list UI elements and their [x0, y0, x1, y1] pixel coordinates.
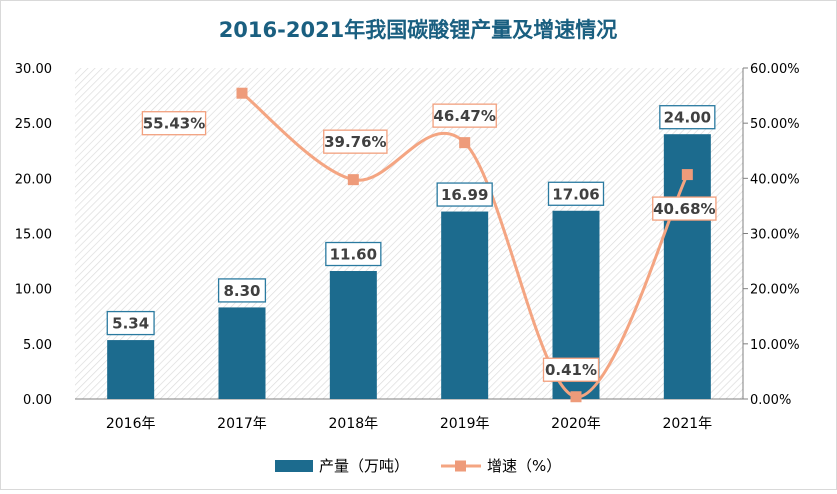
- y-left-tick-label: 25.00: [15, 117, 52, 132]
- x-tick-label: 2021年: [663, 416, 713, 432]
- growth-data-label: 39.76%: [324, 133, 386, 151]
- growth-line: [241, 92, 689, 399]
- y-right-tick-label: 20.00%: [750, 283, 800, 298]
- chart-title: 2016-2021年我国碳酸锂产量及增速情况: [219, 18, 618, 42]
- y-left-tick-label: 0.00: [23, 393, 52, 408]
- growth-marker: [459, 137, 471, 149]
- y-right-tick-label: 40.00%: [750, 172, 800, 187]
- y-right-tick-label: 60.00%: [750, 62, 800, 77]
- y-right-tick-label: 0.00%: [750, 393, 791, 408]
- growth-marker: [681, 169, 693, 181]
- y-left-tick-label: 5.00: [23, 338, 52, 353]
- bar-data-label: 5.34: [112, 315, 149, 333]
- y-left-tick-label: 30.00: [15, 62, 52, 77]
- legend-label-production: 产量（万吨）: [319, 457, 409, 475]
- growth-data-label-box: [323, 129, 388, 154]
- growth-data-label: 46.47%: [433, 107, 495, 125]
- legend-swatch-production: [275, 460, 313, 472]
- legend-marker-growth: [455, 460, 466, 472]
- x-tick-label: 2016年: [106, 416, 156, 432]
- x-tick-label: 2017年: [217, 416, 267, 432]
- bar-data-label-box: [106, 310, 155, 336]
- bar-production: [441, 211, 489, 399]
- growth-data-label-box: [432, 103, 497, 128]
- bar-production: [218, 307, 266, 399]
- bar-data-label-box: [659, 105, 716, 130]
- growth-data-label-box: [141, 111, 207, 136]
- bar-data-label: 11.60: [330, 246, 377, 264]
- growth-marker: [347, 174, 359, 186]
- bar-data-label: 24.00: [664, 109, 711, 127]
- bar-data-label-box: [436, 182, 493, 207]
- growth-data-label: 0.41%: [545, 361, 597, 379]
- y-right-tick-label: 50.00%: [750, 117, 800, 132]
- y-right-tick-label: 10.00%: [750, 338, 800, 353]
- y-left-tick-label: 10.00: [15, 283, 52, 298]
- bar-data-label-box: [325, 241, 382, 267]
- x-tick-label: 2019年: [440, 416, 490, 432]
- legend-label-growth: 增速（%）: [487, 457, 561, 475]
- bar-data-label: 16.99: [441, 186, 488, 204]
- y-left-tick-label: 20.00: [15, 172, 52, 187]
- growth-data-label-box: [652, 196, 717, 221]
- x-tick-label: 2020年: [551, 416, 601, 432]
- bar-data-label-box: [547, 181, 605, 206]
- y-left-tick-label: 15.00: [15, 228, 52, 243]
- growth-data-label-box: [542, 357, 600, 382]
- y-right-tick-label: 30.00%: [750, 228, 800, 243]
- bar-data-label-box: [217, 278, 267, 303]
- growth-marker: [570, 391, 582, 403]
- bar-data-label: 17.06: [552, 185, 599, 203]
- bar-data-label: 8.30: [223, 282, 260, 300]
- bar-production: [107, 340, 155, 399]
- growth-marker: [236, 87, 248, 99]
- growth-data-label: 55.43%: [143, 115, 205, 133]
- x-tick-label: 2018年: [329, 416, 379, 432]
- bar-production: [329, 271, 377, 399]
- growth-data-label: 40.68%: [653, 200, 715, 218]
